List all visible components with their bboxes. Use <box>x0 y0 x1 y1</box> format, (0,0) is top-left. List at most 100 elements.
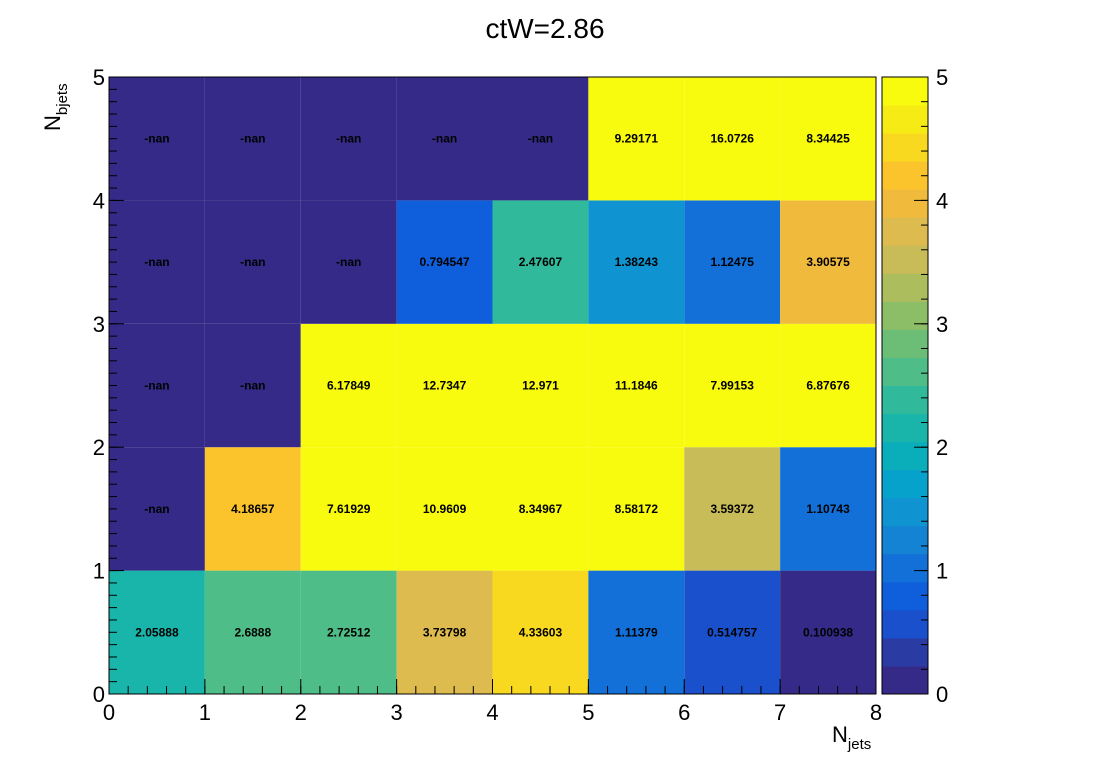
heatmap-cell <box>396 77 493 201</box>
colorbar-segment <box>882 357 928 386</box>
heatmap-cell <box>492 200 589 324</box>
colorbar-tick-label: 3 <box>936 312 948 337</box>
colorbar-segment <box>882 77 928 106</box>
x-axis: 0 1 2 3 4 5 6 7 8 <box>103 679 882 725</box>
heatmap-cell <box>492 323 589 448</box>
heatmap-cell <box>780 570 876 694</box>
cell-value-label: 6.17849 <box>327 379 371 393</box>
colorbar-segment <box>882 609 928 639</box>
heatmap-cell <box>492 77 589 201</box>
cell-value-label: 7.61929 <box>327 502 371 516</box>
heatmap-cell <box>780 447 876 571</box>
colorbar-tick-label: 5 <box>936 65 948 90</box>
heatmap-cells <box>109 77 876 694</box>
colorbar-segment <box>882 497 928 527</box>
y-tick-label: 2 <box>93 435 105 460</box>
cell-value-label: -nan <box>144 132 169 146</box>
cell-value-label: 16.0726 <box>710 132 754 146</box>
x-tick-label: 1 <box>199 700 211 725</box>
heatmap-cell <box>588 77 685 201</box>
y-tick-label: 0 <box>93 682 105 707</box>
colorbar-axis: 0 1 2 3 4 5 <box>914 65 948 707</box>
heatmap-cell <box>492 447 589 571</box>
heatmap-cell <box>684 77 781 201</box>
heatmap-cell <box>588 447 685 571</box>
cell-value-label: -nan <box>144 379 169 393</box>
cell-value-label: 6.87676 <box>806 379 850 393</box>
cell-value-label: 8.34967 <box>519 502 563 516</box>
heatmap-cell <box>780 200 876 324</box>
heatmap-cell <box>684 570 781 694</box>
colorbar-tick-label: 1 <box>936 559 948 584</box>
cell-value-label: 3.59372 <box>710 502 754 516</box>
cell-value-label: 0.100938 <box>803 625 853 639</box>
chart-title: ctW=2.86 <box>485 13 604 44</box>
heatmap-cell <box>109 323 205 448</box>
cell-value-label: 1.11379 <box>615 625 658 639</box>
heatmap-cell <box>204 200 301 324</box>
cell-value-label: 4.18657 <box>231 502 275 516</box>
heatmap-cell <box>204 77 301 201</box>
colorbar-segment <box>882 217 928 246</box>
y-axis: 0 1 2 3 4 5 <box>93 65 124 707</box>
heatmap-cell <box>204 570 301 694</box>
heatmap-cell <box>684 323 781 448</box>
cell-value-label: 3.90575 <box>806 255 850 269</box>
cell-value-label: 4.33603 <box>519 625 563 639</box>
heatmap-cell <box>588 570 685 694</box>
cell-value-label: 7.99153 <box>710 379 754 393</box>
y-tick-label: 3 <box>93 312 105 337</box>
cell-value-label: 12.971 <box>522 379 559 393</box>
y-tick-label: 1 <box>93 559 105 584</box>
heatmap-cell <box>300 570 397 694</box>
cell-value-label: 3.73798 <box>423 625 467 639</box>
cell-value-label: -nan <box>336 255 361 269</box>
x-tick-label: 7 <box>774 700 786 725</box>
colorbar-segment <box>882 665 928 695</box>
heatmap-cell <box>396 447 493 571</box>
cell-value-label: 8.34425 <box>806 132 850 146</box>
colorbar-segment <box>882 329 928 358</box>
colorbar-segment <box>882 441 928 471</box>
cell-value-label: 9.29171 <box>615 132 659 146</box>
colorbar-segment <box>882 581 928 611</box>
heatmap-cell <box>396 200 493 324</box>
colorbar-tick-label: 4 <box>936 188 948 213</box>
heatmap-cell <box>300 323 397 448</box>
heatmap-cell <box>492 570 589 694</box>
colorbar <box>881 76 929 695</box>
y-axis-title-sub: bjets <box>54 83 71 115</box>
colorbar-segment <box>882 189 928 218</box>
colorbar-segment <box>882 245 928 274</box>
heatmap-cell <box>588 323 685 448</box>
heatmap-cell <box>109 570 205 694</box>
cell-value-label: -nan <box>432 132 457 146</box>
heatmap-cell <box>109 447 205 571</box>
x-tick-label: 0 <box>103 700 115 725</box>
x-axis-title-main: N <box>832 722 848 747</box>
cell-labels: 2.05888 2.6888 2.72512 3.73798 4.33603 1.1137… <box>135 132 853 640</box>
heatmap-cell <box>396 323 493 448</box>
cell-value-label: -nan <box>144 255 169 269</box>
cell-value-label: -nan <box>240 255 265 269</box>
cell-value-label: 2.6888 <box>234 625 271 639</box>
heatmap-cell <box>780 77 876 201</box>
x-tick-label: 6 <box>678 700 690 725</box>
heatmap-cell <box>300 77 397 201</box>
heatmap-cell <box>109 200 205 324</box>
colorbar-tick-label: 2 <box>936 435 948 460</box>
heatmap-cell <box>300 200 397 324</box>
colorbar-segment <box>882 133 928 162</box>
x-tick-label: 8 <box>870 700 882 725</box>
cell-value-label: 2.05888 <box>135 625 179 639</box>
colorbar-segment <box>882 385 928 415</box>
x-tick-label: 3 <box>391 700 403 725</box>
heatmap-cell <box>396 570 493 694</box>
heatmap-cell <box>588 200 685 324</box>
heatmap-cell <box>684 447 781 571</box>
cell-value-label: 1.38243 <box>615 255 659 269</box>
colorbar-segment <box>882 273 928 302</box>
x-axis-title-sub: jets <box>847 736 871 753</box>
cell-value-label: -nan <box>240 132 265 146</box>
